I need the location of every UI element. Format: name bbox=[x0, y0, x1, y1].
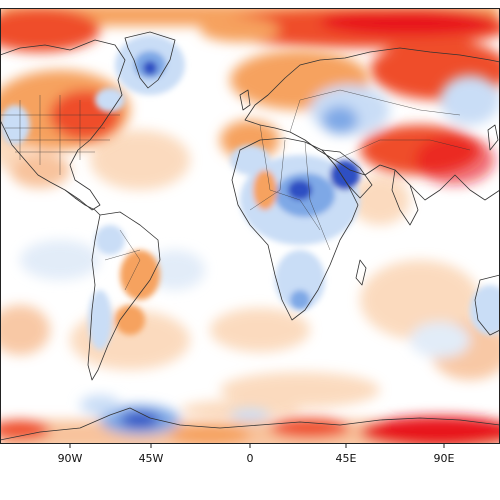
coastlines bbox=[0, 31, 500, 441]
coast-india bbox=[391, 169, 419, 226]
coast-australia bbox=[474, 274, 500, 336]
coast-central-america bbox=[64, 189, 101, 216]
tick-label-90e: 90E bbox=[434, 452, 455, 465]
coast-madagascar bbox=[355, 259, 367, 286]
tick-label-90w: 90W bbox=[58, 452, 83, 465]
coast-britain bbox=[239, 89, 251, 111]
coast-antarctica bbox=[0, 407, 500, 441]
coast-japan bbox=[487, 124, 499, 151]
tick-label-45e: 45E bbox=[336, 452, 357, 465]
x-axis-labels: 90W 45W 0 45E 90E bbox=[58, 452, 455, 465]
australia-anomaly bbox=[470, 285, 500, 335]
antarctic-anomaly bbox=[0, 395, 500, 443]
coast-arabia bbox=[321, 149, 373, 199]
south-america-anomaly bbox=[88, 225, 160, 350]
arctic-warm-band bbox=[0, 8, 500, 100]
borders bbox=[0, 89, 471, 291]
coast-eurasia bbox=[244, 47, 500, 201]
tick-label-0: 0 bbox=[247, 452, 254, 465]
anomaly-field bbox=[0, 8, 500, 443]
coast-greenland bbox=[124, 31, 176, 89]
coast-africa bbox=[231, 137, 359, 321]
coast-north-america bbox=[0, 39, 126, 211]
x-axis-ticks bbox=[69, 443, 445, 448]
tick-label-45w: 45W bbox=[139, 452, 164, 465]
coast-south-america bbox=[87, 211, 161, 381]
